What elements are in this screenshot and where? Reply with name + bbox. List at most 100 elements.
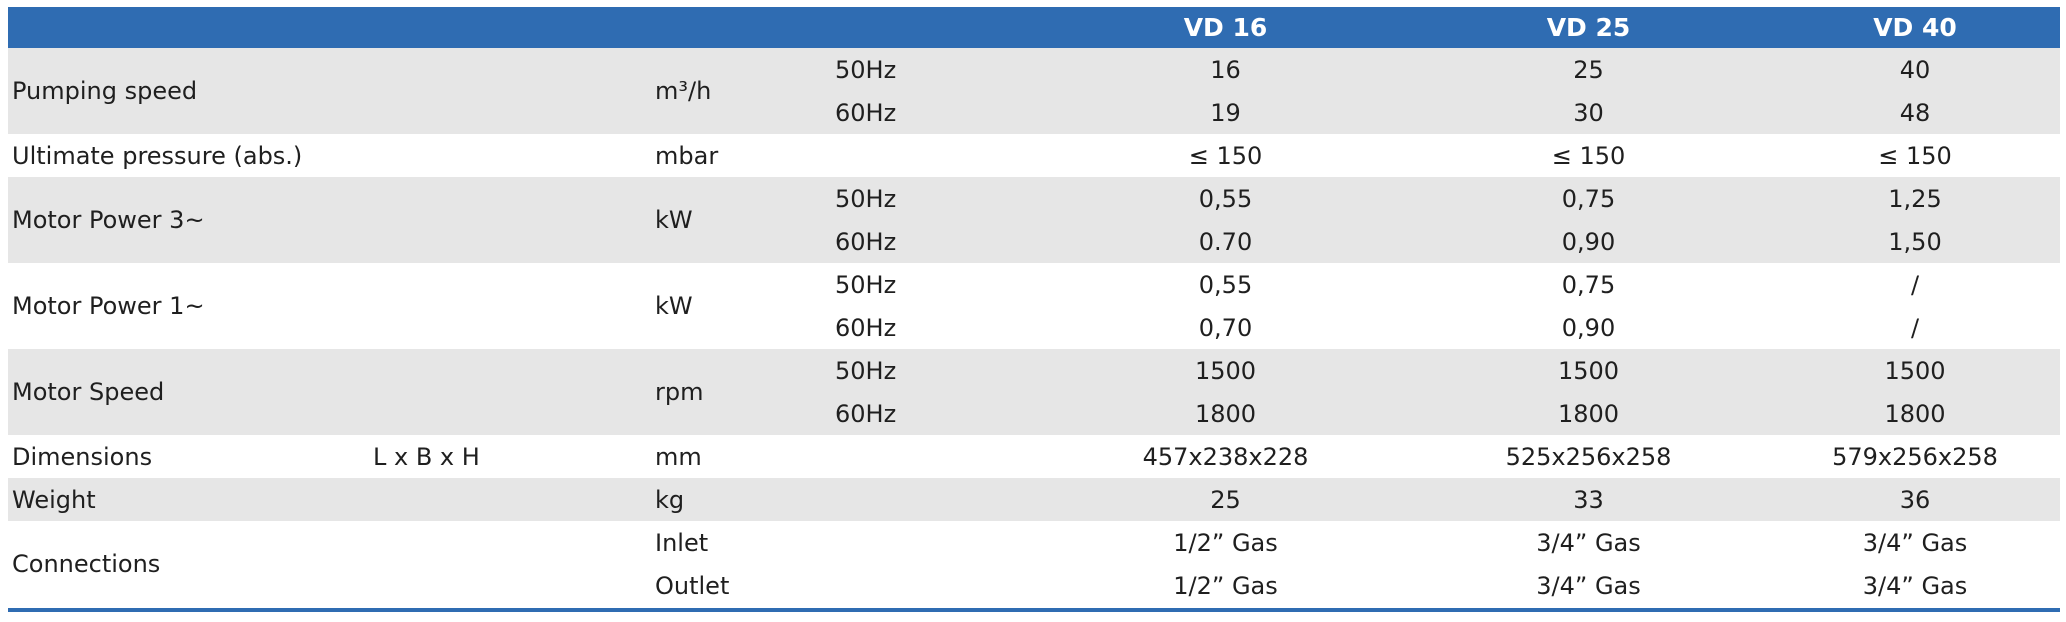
value-vd16: 457x238x228 xyxy=(1044,435,1407,478)
connection-type-label: Outlet xyxy=(649,564,829,607)
table-row-pumping-speed-50hz: Pumping speed m³/h 50Hz 16 25 40 xyxy=(8,48,2060,134)
table-row-weight: Weight kg 25 33 36 xyxy=(8,478,2060,521)
header-empty-freq xyxy=(829,7,1044,48)
value-vd40: / xyxy=(1770,306,2060,349)
param-label: Weight xyxy=(8,478,373,521)
unit-label: m³/h xyxy=(649,48,829,134)
unit-label: mm xyxy=(649,435,829,478)
unit-label: mbar xyxy=(649,134,829,177)
header-model-vd16: VD 16 xyxy=(1183,13,1268,42)
value-vd25: 30 xyxy=(1407,91,1770,134)
freq-label: 60Hz xyxy=(829,220,1044,263)
param-label: Motor Power 1~ xyxy=(8,263,373,349)
unit-label: kW xyxy=(649,263,829,349)
freq-label xyxy=(829,435,1044,478)
freq-label xyxy=(829,521,1044,564)
value-vd16: 16 xyxy=(1044,48,1407,91)
table-row-connections-inlet: Connections Inlet 1/2” Gas 3/4” Gas 3/4”… xyxy=(8,521,2060,607)
value-vd16: 0,55 xyxy=(1044,263,1407,306)
value-vd40: 48 xyxy=(1770,91,2060,134)
value-vd25: 33 xyxy=(1407,478,1770,521)
freq-label xyxy=(829,478,1044,521)
header-empty-unit xyxy=(649,7,829,48)
value-vd25: 0,90 xyxy=(1407,306,1770,349)
freq-label xyxy=(829,564,1044,607)
value-vd40: 1,50 xyxy=(1770,220,2060,263)
value-vd40: 40 xyxy=(1770,48,2060,91)
freq-label: 60Hz xyxy=(829,392,1044,435)
value-vd40: 3/4” Gas xyxy=(1770,521,2060,564)
param-sub: L x B x H xyxy=(373,435,649,478)
param-sub xyxy=(373,478,649,521)
unit-label: kW xyxy=(649,177,829,263)
unit-label: kg xyxy=(649,478,829,521)
value-vd25: 1800 xyxy=(1407,392,1770,435)
freq-label: 60Hz xyxy=(829,306,1044,349)
value-vd16: 25 xyxy=(1044,478,1407,521)
freq-label: 50Hz xyxy=(829,48,1044,91)
table-row-motor-power-1-60hz: 60Hz 0,70 0,90 / xyxy=(8,306,2060,349)
value-vd16: 19 xyxy=(1044,91,1407,134)
header-model-vd40: VD 40 xyxy=(1873,13,1957,42)
table-row-motor-speed-60hz: 60Hz 1800 1800 1800 xyxy=(8,392,2060,435)
param-sub xyxy=(373,521,649,607)
value-vd16: 0,55 xyxy=(1044,177,1407,220)
freq-label: 50Hz xyxy=(829,349,1044,392)
value-vd25: 1500 xyxy=(1407,349,1770,392)
value-vd25: 3/4” Gas xyxy=(1407,521,1770,564)
value-vd40: ≤ 150 xyxy=(1770,134,2060,177)
freq-label: 50Hz xyxy=(829,263,1044,306)
table-header-row: VD 16 VD 25 VD 40 xyxy=(8,7,2060,48)
value-vd16: ≤ 150 xyxy=(1044,134,1407,177)
value-vd16: 0.70 xyxy=(1044,220,1407,263)
param-sub xyxy=(373,177,649,263)
value-vd40: / xyxy=(1770,263,2060,306)
param-label: Dimensions xyxy=(8,435,373,478)
value-vd25: 0,75 xyxy=(1407,177,1770,220)
value-vd16: 1800 xyxy=(1044,392,1407,435)
table-row-dimensions: Dimensions L x B x H mm 457x238x228 525x… xyxy=(8,435,2060,478)
value-vd16: 0,70 xyxy=(1044,306,1407,349)
connection-type-label: Inlet xyxy=(649,521,829,564)
value-vd25: ≤ 150 xyxy=(1407,134,1770,177)
header-empty-param xyxy=(8,7,373,48)
header-empty-sub xyxy=(373,7,649,48)
param-label: Motor Speed xyxy=(8,349,373,435)
param-sub xyxy=(373,134,649,177)
freq-label: 60Hz xyxy=(829,91,1044,134)
spec-table-container: VD 16 VD 25 VD 40 Pumping speed m³/h 50H… xyxy=(8,7,2060,612)
value-vd25: 0,90 xyxy=(1407,220,1770,263)
value-vd25: 25 xyxy=(1407,48,1770,91)
table-row-ultimate-pressure: Ultimate pressure (abs.) mbar ≤ 150 ≤ 15… xyxy=(8,134,2060,177)
header-model-vd25: VD 25 xyxy=(1546,13,1631,42)
param-label: Connections xyxy=(8,521,373,607)
value-vd25: 525x256x258 xyxy=(1407,435,1770,478)
value-vd40: 36 xyxy=(1770,478,2060,521)
value-vd16: 1/2” Gas xyxy=(1044,521,1407,564)
value-vd25: 0,75 xyxy=(1407,263,1770,306)
param-label: Motor Power 3~ xyxy=(8,177,373,263)
param-label: Pumping speed xyxy=(8,48,373,134)
freq-label: 50Hz xyxy=(829,177,1044,220)
freq-label xyxy=(829,134,1044,177)
value-vd40: 1800 xyxy=(1770,392,2060,435)
param-sub xyxy=(373,48,649,134)
value-vd16: 1/2” Gas xyxy=(1044,564,1407,607)
unit-label: rpm xyxy=(649,349,829,435)
value-vd40: 1500 xyxy=(1770,349,2060,392)
value-vd40: 3/4” Gas xyxy=(1770,564,2060,607)
param-sub xyxy=(373,263,649,349)
table-row-motor-power-3-50hz: Motor Power 3~ kW 50Hz 0,55 0,75 1,25 xyxy=(8,177,2060,263)
value-vd16: 1500 xyxy=(1044,349,1407,392)
param-sub xyxy=(373,349,649,435)
table-row-motor-speed-50hz: Motor Speed rpm 50Hz 1500 1500 1500 xyxy=(8,349,2060,435)
specifications-table: VD 16 VD 25 VD 40 Pumping speed m³/h 50H… xyxy=(8,7,2060,607)
table-bottom-rule xyxy=(8,608,2060,612)
table-row-connections-outlet: Outlet 1/2” Gas 3/4” Gas 3/4” Gas xyxy=(8,564,2060,607)
value-vd40: 1,25 xyxy=(1770,177,2060,220)
param-label: Ultimate pressure (abs.) xyxy=(8,134,373,177)
table-row-pumping-speed-60hz: 60Hz 19 30 48 xyxy=(8,91,2060,134)
table-row-motor-power-1-50hz: Motor Power 1~ kW 50Hz 0,55 0,75 / xyxy=(8,263,2060,349)
table-row-motor-power-3-60hz: 60Hz 0.70 0,90 1,50 xyxy=(8,220,2060,263)
value-vd40: 579x256x258 xyxy=(1770,435,2060,478)
